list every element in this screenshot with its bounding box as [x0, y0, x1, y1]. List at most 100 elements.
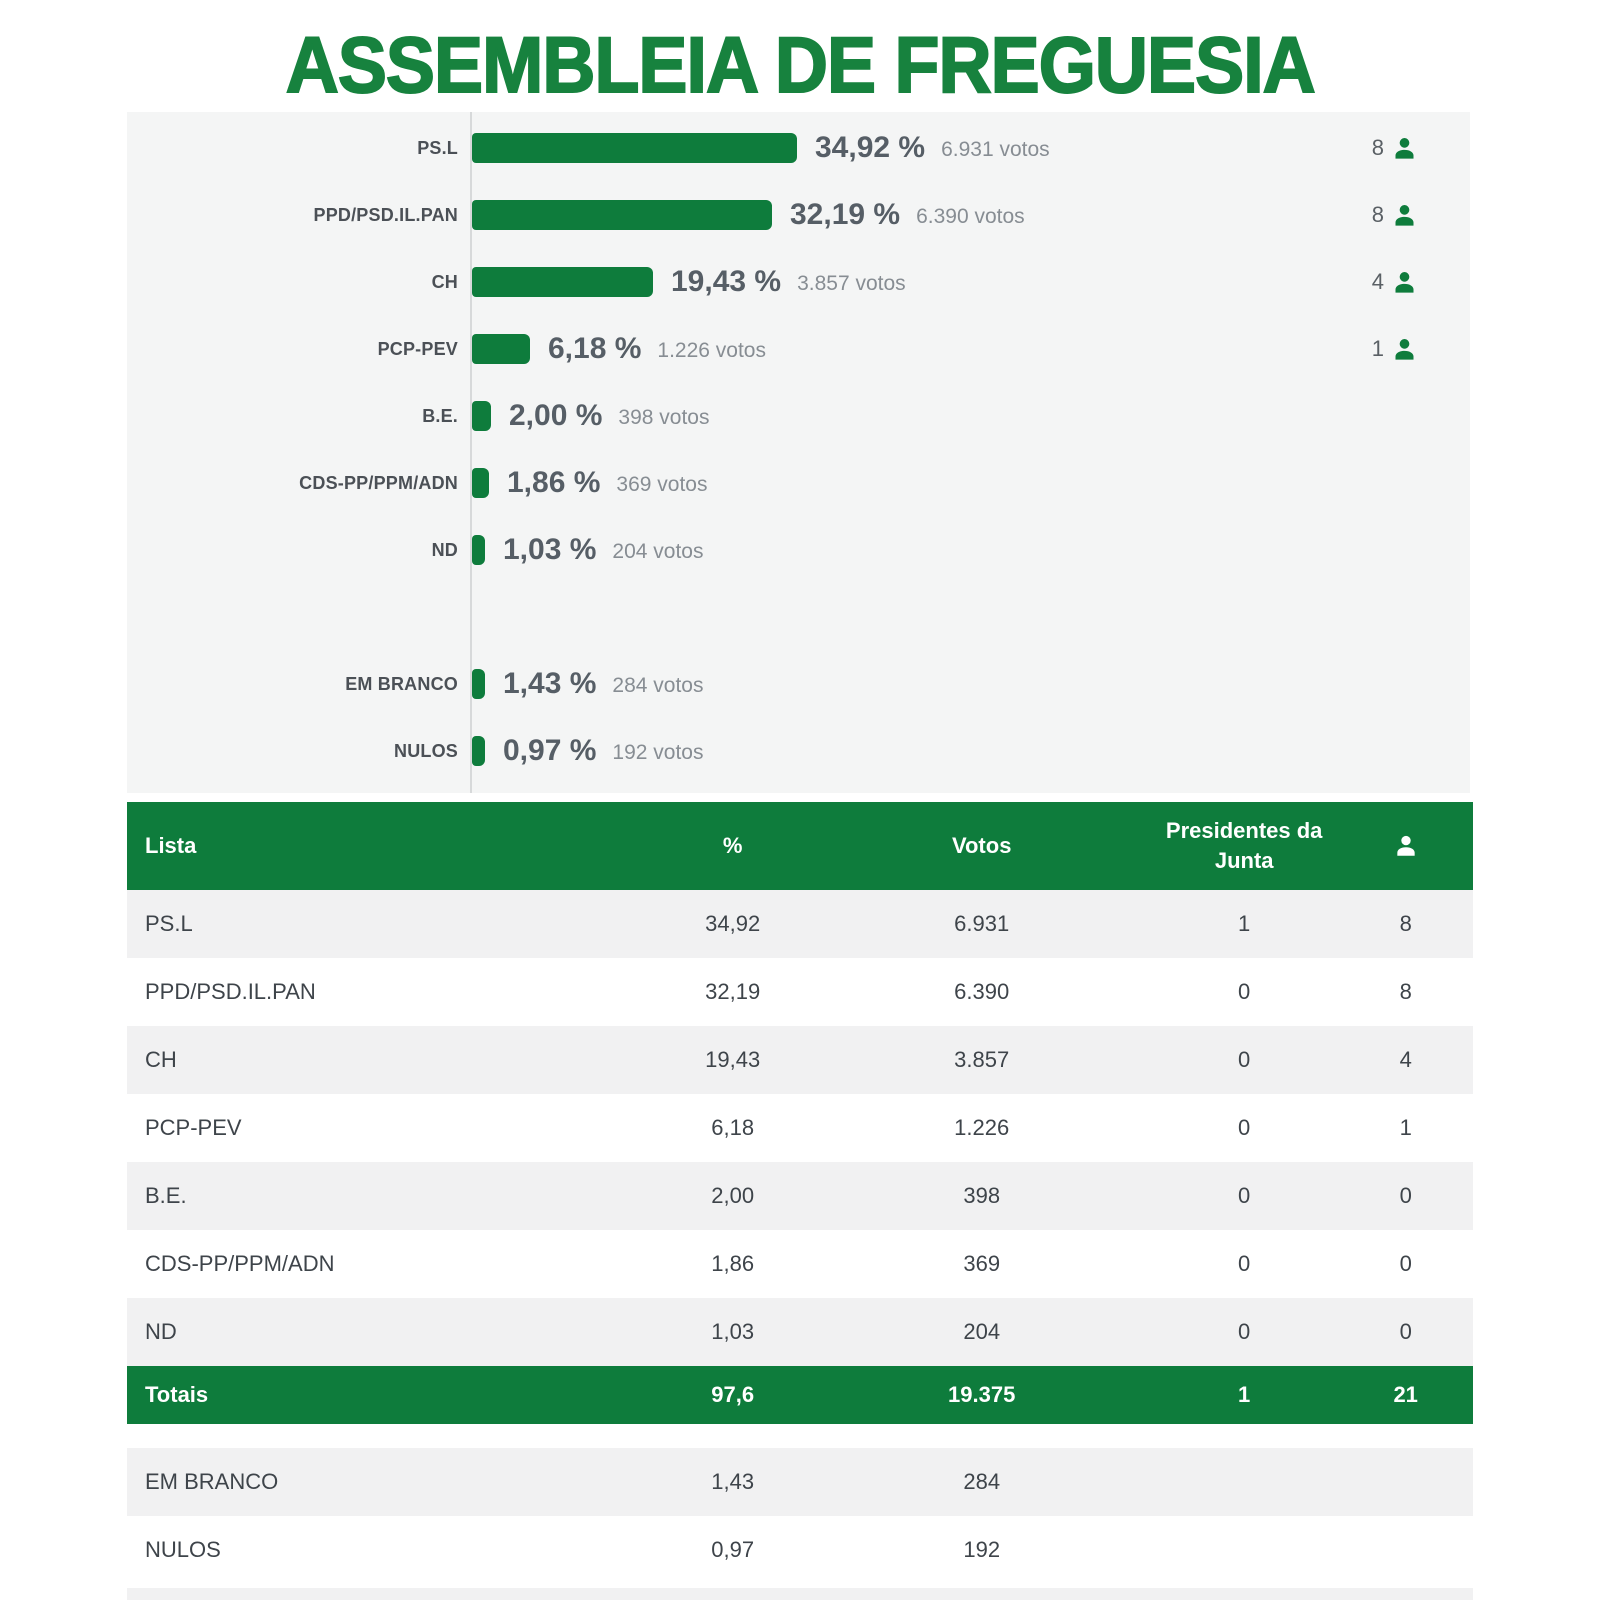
- bar-line: 0,97 % 192 votos: [472, 729, 703, 773]
- cell-presidentes: 0: [1238, 1319, 1251, 1344]
- cell-votos: 284: [963, 1469, 1001, 1494]
- bar-line: 6,18 % 1.226 votos: [472, 327, 766, 371]
- cell-lista: ND: [145, 1319, 177, 1344]
- cell-lista: EM BRANCO: [145, 1469, 279, 1494]
- cell-votos: 6.390: [954, 979, 1010, 1004]
- cell-seats: 0: [1399, 1251, 1412, 1276]
- cell-presidentes: 0: [1238, 1047, 1251, 1072]
- cell-lista: CH: [145, 1047, 177, 1072]
- table-spacer: [127, 1424, 1473, 1448]
- cell-pct: 19,43: [705, 1047, 761, 1072]
- bar-row: PPD/PSD.IL.PAN 32,19 % 6.390 votos 8: [127, 193, 1470, 237]
- cell-seats: 4: [1399, 1047, 1412, 1072]
- bar: [472, 535, 485, 565]
- results-table: Lista % Votos Presidentes da Junta PS.L 3…: [127, 802, 1473, 1584]
- bar-votes-value: 3.857 votos: [797, 272, 906, 295]
- totals-row: Totais 97,6 19.375 1 21: [127, 1366, 1473, 1424]
- bar-percent-value: 1,03 %: [503, 533, 597, 566]
- person-icon: [1395, 137, 1414, 159]
- header-cell-presidentes: Presidentes da Junta: [1165, 818, 1323, 873]
- person-icon: [1395, 204, 1414, 226]
- table-row: CH 19,43 3.857 0 4: [127, 1026, 1473, 1094]
- bar: [472, 133, 797, 163]
- cell-presidentes: 0: [1238, 1251, 1251, 1276]
- table-extra-row: NULOS 0,97 192: [127, 1516, 1473, 1584]
- bar-category-label: EM BRANCO: [345, 673, 458, 694]
- cell-pct: 32,19: [705, 979, 761, 1004]
- bar: [472, 669, 485, 699]
- cell-presidentes: 0: [1238, 979, 1251, 1004]
- bar: [472, 401, 491, 431]
- bar-row: CDS-PP/PPM/ADN 1,86 % 369 votos: [127, 461, 1470, 505]
- bar-votes-value: 1.226 votos: [657, 339, 766, 362]
- bar: [472, 736, 485, 766]
- seats-indicator: 8: [1372, 126, 1418, 170]
- person-icon: [1395, 338, 1414, 360]
- bar-row: ND 1,03 % 204 votos: [127, 528, 1470, 572]
- cell-presidentes: 1: [1238, 911, 1251, 936]
- cell-seats: 21: [1393, 1382, 1418, 1407]
- cell-pct: 1,43: [711, 1469, 755, 1494]
- cell-votos: 192: [963, 1537, 1001, 1562]
- bar-category-label: PS.L: [417, 137, 458, 158]
- bar-votes-value: 369 votos: [616, 473, 708, 496]
- person-icon: [1395, 271, 1414, 293]
- cell-votos: 1.226: [954, 1115, 1010, 1140]
- cell-lista: PS.L: [145, 911, 193, 936]
- chart-axis-line: [470, 112, 472, 793]
- bar-line: 1,86 % 369 votos: [472, 461, 707, 505]
- bar-percent-value: 1,86 %: [507, 466, 601, 499]
- bar-percent-value: 2,00 %: [509, 399, 603, 432]
- bar-percent-value: 0,97 %: [503, 734, 597, 767]
- bar-row: EM BRANCO 1,43 % 284 votos: [127, 662, 1470, 706]
- bar-percent-value: 19,43 %: [671, 265, 782, 298]
- cell-presidentes: 0: [1238, 1183, 1251, 1208]
- bar-percent-value: 1,43 %: [503, 667, 597, 700]
- bar-line: 1,43 % 284 votos: [472, 662, 703, 706]
- bar: [472, 468, 489, 498]
- person-icon: [1397, 835, 1415, 856]
- cell-lista: Totais: [145, 1382, 209, 1407]
- bar-line: 32,19 % 6.390 votos: [472, 193, 1025, 237]
- bar-percent-value: 32,19 %: [790, 198, 901, 231]
- cell-seats: 0: [1399, 1183, 1412, 1208]
- header-cell-votos: Votos: [951, 833, 1012, 858]
- cell-pct: 1,03: [711, 1319, 755, 1344]
- bar-votes-value: 192 votos: [612, 741, 704, 764]
- table-row: PS.L 34,92 6.931 1 8: [127, 890, 1473, 958]
- cell-pct: 34,92: [705, 911, 761, 936]
- table-body: PS.L 34,92 6.931 1 8 PPD/PSD.IL.PAN 32,19 6.390…: [127, 890, 1473, 1584]
- seats-count: 8: [1371, 202, 1384, 227]
- cell-seats: 8: [1399, 911, 1412, 936]
- cell-lista: NULOS: [145, 1537, 221, 1562]
- seats-count: 8: [1371, 135, 1384, 160]
- cell-presidentes: 0: [1238, 1115, 1251, 1140]
- cell-pct: 97,6: [711, 1382, 755, 1407]
- bar-row: B.E. 2,00 % 398 votos: [127, 394, 1470, 438]
- bar-row: CH 19,43 % 3.857 votos 4: [127, 260, 1470, 304]
- cell-presidentes: 1: [1238, 1382, 1251, 1407]
- seats-indicator: 8: [1372, 193, 1418, 237]
- bar-category-label: PCP-PEV: [377, 338, 458, 359]
- cell-votos: 398: [963, 1183, 1001, 1208]
- cell-pct: 6,18: [711, 1115, 755, 1140]
- cell-votos: 3.857: [954, 1047, 1010, 1072]
- cell-votos: 19.375: [948, 1382, 1016, 1407]
- cell-lista: B.E.: [145, 1183, 187, 1208]
- bar-votes-value: 398 votos: [618, 406, 710, 429]
- bar-row: PS.L 34,92 % 6.931 votos 8: [127, 126, 1470, 170]
- page-title: ASSEMBLEIA DE FREGUESIA: [285, 20, 1317, 109]
- bar: [472, 200, 772, 230]
- cell-seats: 8: [1399, 979, 1412, 1004]
- table-row: ND 1,03 204 0 0: [127, 1298, 1473, 1366]
- table-header-row: Lista % Votos Presidentes da Junta: [127, 802, 1473, 890]
- table-row: PPD/PSD.IL.PAN 32,19 6.390 0 8: [127, 958, 1473, 1026]
- bar-chart: PS.L 34,92 % 6.931 votos 8 PPD/PSD.IL.PAN 32,…: [127, 112, 1470, 793]
- bar-line: 1,03 % 204 votos: [472, 528, 703, 572]
- next-row-strip: [127, 1588, 1473, 1600]
- cell-lista: CDS-PP/PPM/ADN: [145, 1251, 335, 1276]
- table-extra-row: EM BRANCO 1,43 284: [127, 1448, 1473, 1516]
- bar-row: PCP-PEV 6,18 % 1.226 votos 1: [127, 327, 1470, 371]
- cell-votos: 204: [963, 1319, 1001, 1344]
- bar-line: 34,92 % 6.931 votos: [472, 126, 1050, 170]
